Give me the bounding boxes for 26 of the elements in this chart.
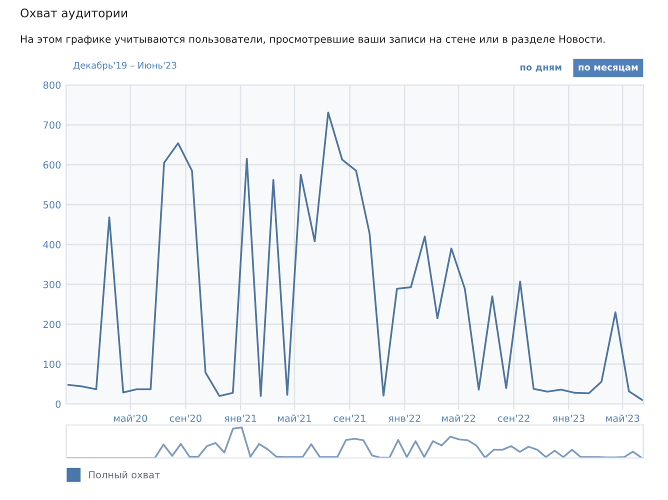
x-tick-label: янв'22 [388,414,420,422]
y-tick-label: 800 [43,81,61,89]
x-tick-label: янв'23 [552,414,584,422]
x-tick-label: май'22 [442,414,475,422]
y-tick-label: 300 [43,280,61,288]
chart-subtitle: На этом графике учитываются пользователи, просмотревшие ваши записи на стене или в разделе Новости. [20,35,605,45]
x-tick-label: май'23 [606,414,640,422]
y-tick-label: 500 [43,201,61,208]
y-tick-label: 600 [43,161,61,169]
line-series [67,112,644,402]
y-tick-label: 400 [43,240,61,248]
x-tick-label: май'20 [114,414,148,422]
y-tick-label: 200 [43,320,61,328]
chart-title: Охват аудитории [20,8,128,20]
y-tick-label: 700 [44,121,61,129]
x-tick-label: сен'22 [498,414,530,422]
text: по месяцам [578,65,638,72]
x-tick-label: май'21 [278,414,311,422]
legend-label: Полный охват [89,470,160,478]
text: Декабрь'19 – Июнь'23 [73,62,176,70]
x-tick-label: янв'21 [224,414,256,422]
x-tick-label: сен'21 [334,414,366,422]
y-tick-label: 100 [44,360,61,368]
x-tick-label: сен'20 [170,414,202,422]
text: по дням [520,65,562,72]
y-tick-label: 0 [56,400,61,408]
